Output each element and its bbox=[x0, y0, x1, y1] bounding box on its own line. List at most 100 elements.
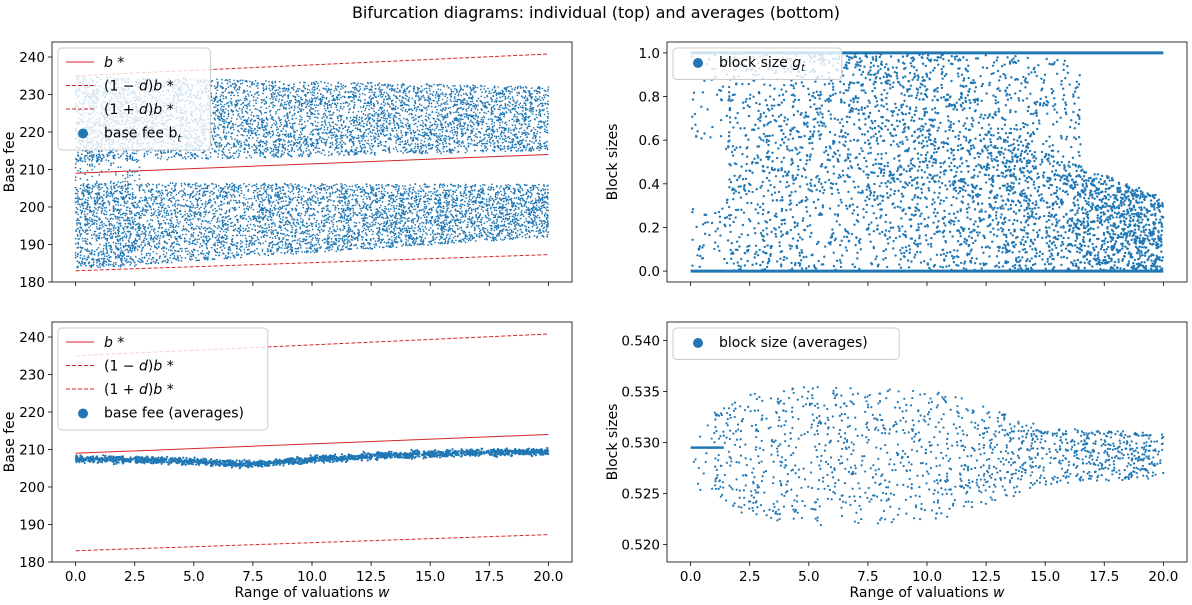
data-point bbox=[397, 137, 400, 139]
data-point bbox=[491, 127, 494, 129]
data-point bbox=[500, 126, 503, 129]
data-point bbox=[532, 106, 535, 109]
data-point bbox=[293, 107, 296, 109]
data-point bbox=[431, 128, 434, 131]
data-point bbox=[483, 145, 486, 147]
data-point bbox=[426, 109, 428, 111]
data-point bbox=[536, 116, 538, 119]
data-point bbox=[463, 122, 465, 124]
data-point bbox=[319, 136, 322, 139]
data-point bbox=[370, 101, 373, 103]
data-point bbox=[352, 111, 355, 114]
data-point bbox=[436, 136, 439, 139]
data-point bbox=[269, 114, 272, 116]
data-point bbox=[257, 91, 259, 93]
data-point bbox=[368, 112, 371, 115]
data-point bbox=[543, 130, 546, 133]
data-point bbox=[238, 130, 240, 133]
data-point bbox=[251, 111, 253, 114]
data-point bbox=[256, 125, 259, 128]
data-point bbox=[528, 115, 531, 118]
data-point bbox=[376, 129, 379, 131]
data-point bbox=[326, 138, 328, 141]
data-point bbox=[443, 137, 446, 139]
data-point bbox=[380, 91, 383, 94]
data-point bbox=[225, 108, 227, 110]
data-point bbox=[412, 119, 415, 122]
data-point bbox=[248, 104, 251, 107]
data-point bbox=[501, 99, 504, 102]
data-point bbox=[513, 100, 515, 103]
data-point bbox=[426, 99, 429, 102]
data-point bbox=[181, 157, 184, 160]
data-point bbox=[236, 114, 239, 117]
data-point bbox=[518, 143, 520, 146]
data-point bbox=[398, 117, 400, 120]
data-point bbox=[392, 117, 395, 119]
data-point bbox=[397, 124, 400, 127]
data-point bbox=[280, 118, 282, 121]
data-point bbox=[456, 124, 459, 127]
data-point bbox=[285, 107, 287, 110]
data-point bbox=[257, 121, 260, 124]
data-point bbox=[531, 129, 533, 131]
data-point bbox=[388, 119, 391, 122]
data-point bbox=[415, 110, 418, 112]
data-point bbox=[315, 145, 318, 147]
data-point bbox=[438, 142, 441, 145]
data-point bbox=[400, 86, 403, 89]
data-point bbox=[460, 100, 462, 103]
data-point bbox=[430, 105, 433, 108]
data-point bbox=[340, 83, 343, 85]
data-point bbox=[511, 88, 513, 90]
data-point bbox=[430, 102, 433, 105]
data-point bbox=[277, 89, 280, 91]
data-point bbox=[278, 143, 281, 146]
data-point bbox=[509, 147, 512, 149]
data-point bbox=[435, 132, 438, 135]
data-point bbox=[475, 104, 478, 107]
data-point bbox=[441, 141, 444, 144]
data-point bbox=[266, 124, 269, 127]
data-point bbox=[521, 110, 524, 112]
data-point bbox=[507, 135, 510, 138]
data-point bbox=[348, 111, 350, 114]
data-point bbox=[526, 132, 529, 134]
data-point bbox=[313, 92, 316, 94]
data-point bbox=[143, 155, 146, 158]
data-point bbox=[364, 85, 367, 88]
data-point bbox=[311, 88, 314, 91]
data-point bbox=[330, 154, 333, 156]
data-point bbox=[445, 138, 447, 140]
data-point bbox=[406, 110, 409, 113]
data-point bbox=[381, 88, 384, 91]
data-point bbox=[466, 101, 469, 104]
data-point bbox=[498, 124, 501, 127]
data-point bbox=[520, 95, 523, 98]
data-point bbox=[474, 118, 477, 120]
data-point bbox=[497, 116, 500, 119]
data-point bbox=[477, 124, 480, 127]
data-point bbox=[528, 94, 531, 97]
data-point bbox=[472, 105, 474, 107]
data-point bbox=[285, 135, 288, 138]
data-point bbox=[441, 92, 444, 94]
data-point bbox=[422, 125, 425, 128]
data-point bbox=[524, 148, 527, 151]
data-point bbox=[310, 138, 313, 140]
data-point bbox=[491, 98, 493, 101]
data-point bbox=[390, 100, 393, 103]
data-point bbox=[400, 131, 403, 134]
data-point bbox=[506, 103, 509, 106]
data-point bbox=[272, 104, 275, 106]
data-point bbox=[348, 130, 351, 133]
data-point bbox=[300, 104, 303, 107]
data-point bbox=[501, 111, 504, 114]
data-point bbox=[353, 101, 356, 104]
data-point bbox=[345, 149, 348, 152]
data-point bbox=[514, 86, 517, 89]
data-point bbox=[218, 123, 221, 126]
data-point bbox=[537, 123, 540, 126]
data-point bbox=[271, 116, 274, 119]
data-point bbox=[325, 96, 328, 99]
